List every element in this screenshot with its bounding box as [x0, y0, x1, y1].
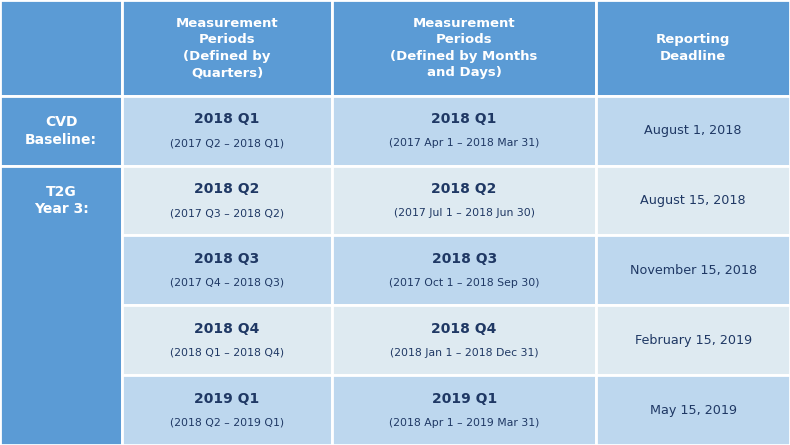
Bar	[596, 235, 790, 305]
Text: Measurement
Periods
(Defined by Months
and Days): Measurement Periods (Defined by Months a…	[390, 16, 538, 79]
Text: 2018 Q4: 2018 Q4	[431, 322, 497, 336]
Text: CVD
Baseline:: CVD Baseline:	[25, 115, 97, 146]
Text: (2017 Q3 – 2018 Q2): (2017 Q3 – 2018 Q2)	[170, 208, 284, 218]
Text: November 15, 2018: November 15, 2018	[630, 264, 757, 277]
Bar	[332, 235, 596, 305]
Bar	[332, 96, 596, 166]
Text: 2018 Q2: 2018 Q2	[431, 182, 497, 196]
Bar	[122, 166, 332, 235]
Text: (2017 Apr 1 – 2018 Mar 31): (2017 Apr 1 – 2018 Mar 31)	[389, 138, 540, 148]
Bar	[596, 305, 790, 375]
Text: May 15, 2019: May 15, 2019	[649, 404, 737, 417]
Text: (2018 Apr 1 – 2019 Mar 31): (2018 Apr 1 – 2019 Mar 31)	[389, 418, 540, 428]
Bar	[596, 375, 790, 445]
Bar	[0, 166, 122, 445]
Bar	[332, 0, 596, 96]
Text: (2017 Q4 – 2018 Q3): (2017 Q4 – 2018 Q3)	[170, 278, 284, 288]
Text: (2018 Q1 – 2018 Q4): (2018 Q1 – 2018 Q4)	[170, 348, 284, 358]
Bar	[0, 0, 122, 96]
Text: Measurement
Periods
(Defined by
Quarters): Measurement Periods (Defined by Quarters…	[176, 16, 278, 79]
Text: (2017 Jul 1 – 2018 Jun 30): (2017 Jul 1 – 2018 Jun 30)	[393, 208, 535, 218]
Bar	[122, 375, 332, 445]
Bar	[122, 305, 332, 375]
Bar	[596, 96, 790, 166]
Text: 2018 Q1: 2018 Q1	[431, 113, 497, 126]
Bar	[0, 96, 122, 166]
Text: 2018 Q1: 2018 Q1	[194, 113, 260, 126]
Bar	[596, 0, 790, 96]
Text: (2017 Oct 1 – 2018 Sep 30): (2017 Oct 1 – 2018 Sep 30)	[389, 278, 540, 288]
Bar	[332, 305, 596, 375]
Text: (2018 Jan 1 – 2018 Dec 31): (2018 Jan 1 – 2018 Dec 31)	[389, 348, 539, 358]
Bar	[122, 235, 332, 305]
Text: Reporting
Deadline: Reporting Deadline	[656, 33, 731, 63]
Bar	[332, 375, 596, 445]
Bar	[122, 0, 332, 96]
Text: (2017 Q2 – 2018 Q1): (2017 Q2 – 2018 Q1)	[170, 138, 284, 148]
Text: (2018 Q2 – 2019 Q1): (2018 Q2 – 2019 Q1)	[170, 418, 284, 428]
Text: 2018 Q4: 2018 Q4	[194, 322, 260, 336]
Bar	[332, 166, 596, 235]
Text: February 15, 2019: February 15, 2019	[634, 334, 752, 347]
Text: T2G
Year 3:: T2G Year 3:	[34, 185, 88, 216]
Text: 2019 Q1: 2019 Q1	[194, 392, 260, 406]
Text: August 15, 2018: August 15, 2018	[641, 194, 746, 207]
Text: 2019 Q1: 2019 Q1	[431, 392, 497, 406]
Bar	[596, 166, 790, 235]
Text: 2018 Q3: 2018 Q3	[431, 252, 497, 266]
Text: August 1, 2018: August 1, 2018	[645, 124, 742, 137]
Text: 2018 Q3: 2018 Q3	[194, 252, 260, 266]
Text: 2018 Q2: 2018 Q2	[194, 182, 260, 196]
Bar	[122, 96, 332, 166]
